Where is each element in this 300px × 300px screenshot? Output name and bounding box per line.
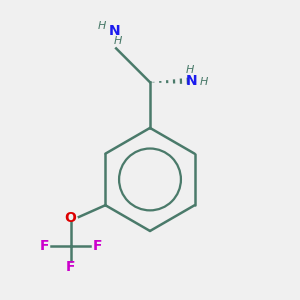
Text: F: F	[66, 260, 75, 274]
Text: H: H	[200, 77, 208, 87]
Text: F: F	[92, 239, 102, 254]
Text: O: O	[65, 212, 76, 226]
Text: N: N	[109, 24, 121, 38]
Text: H: H	[113, 36, 122, 46]
Text: F: F	[39, 239, 49, 254]
Text: H: H	[186, 64, 194, 75]
Text: N: N	[186, 74, 198, 88]
Text: H: H	[97, 21, 106, 31]
